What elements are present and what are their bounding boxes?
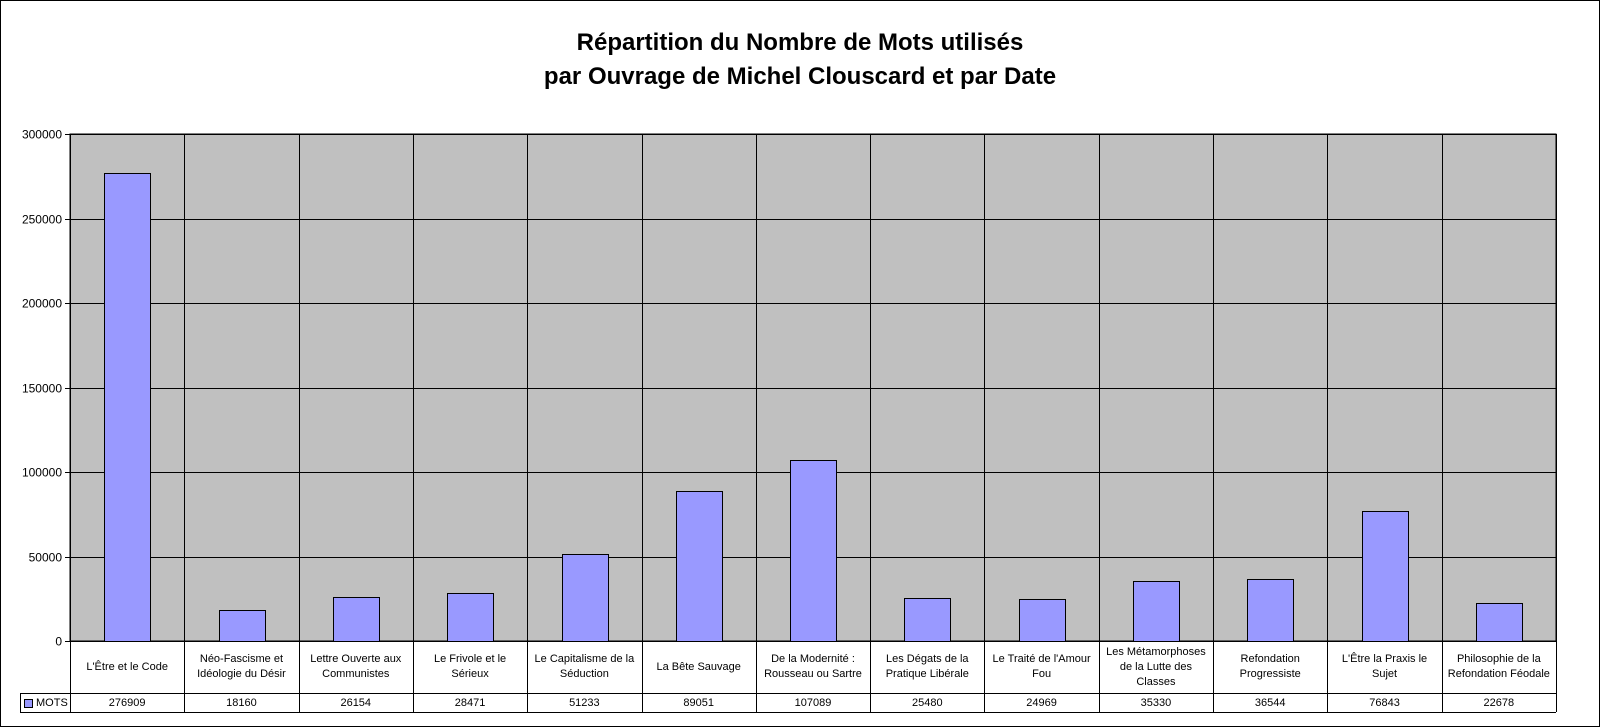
x-category-label: Les Dégats de la Pratique Libérale xyxy=(885,653,969,680)
data-table-value: 76843 xyxy=(1369,697,1400,709)
y-tick-label: 300000 xyxy=(22,128,62,142)
x-category-label: Les Métamorphoses de la Lutte des Classe… xyxy=(1106,645,1206,688)
x-category-label: La Bête Sauvage xyxy=(656,660,741,673)
x-category-label: L'Être la Praxis le Sujet xyxy=(1341,653,1428,680)
legend-color-key xyxy=(24,698,33,708)
x-category-label: Refondation Progressiste xyxy=(1239,653,1301,680)
data-table-value: 18160 xyxy=(226,697,257,709)
x-category-label: Lettre Ouverte aux Communistes xyxy=(310,653,402,680)
x-category-label: L'Être et le Code xyxy=(86,660,168,673)
bar xyxy=(1247,579,1294,642)
data-table-value: 36544 xyxy=(1254,697,1286,709)
x-category-label: Philosophie de la Refondation Féodale xyxy=(1447,653,1550,680)
bar xyxy=(1133,581,1180,642)
data-table-value: 35330 xyxy=(1140,697,1172,709)
x-category-label: Le Frivole et le Sérieux xyxy=(433,653,507,680)
bar xyxy=(1362,511,1409,642)
legend-entry: MOTS xyxy=(20,694,70,712)
bar xyxy=(104,173,151,642)
bar xyxy=(1019,599,1066,642)
chart-title: Répartition du Nombre de Mots utilisés p… xyxy=(0,26,1600,94)
y-tick-label: 150000 xyxy=(22,382,62,396)
y-tick-label: 0 xyxy=(55,635,62,649)
bar xyxy=(904,598,951,642)
data-table-value: 25480 xyxy=(911,697,943,709)
bar xyxy=(333,597,380,642)
x-category-label: De la Modernité : Rousseau ou Sartre xyxy=(764,653,862,680)
x-category-label: Le Capitalisme de la Séduction xyxy=(534,653,635,680)
legend-series-name: MOTS xyxy=(36,697,68,709)
data-table-value: 28471 xyxy=(454,697,486,709)
bar xyxy=(676,491,723,642)
bar xyxy=(790,460,837,642)
y-tick-label: 250000 xyxy=(22,213,62,227)
x-category-label: Néo-Fascisme et Idéologie du Désir xyxy=(197,653,286,680)
data-table-value: 51233 xyxy=(569,697,600,709)
data-table-value: 276909 xyxy=(108,697,146,709)
bar xyxy=(562,554,609,642)
data-table-value: 26154 xyxy=(340,697,372,709)
chart-title-line-1: Répartition du Nombre de Mots utilisés xyxy=(576,29,1024,56)
bar xyxy=(1476,603,1523,642)
data-table-value: 107089 xyxy=(794,697,832,709)
y-tick-label: 100000 xyxy=(22,466,62,480)
data-table-value: 89051 xyxy=(683,697,714,709)
y-tick-label: 200000 xyxy=(22,297,62,311)
bar xyxy=(219,610,266,642)
x-category-label: Le Traité de l'Amour Fou xyxy=(992,653,1091,680)
bar xyxy=(447,593,494,642)
y-tick-label: 50000 xyxy=(29,551,63,565)
chart-title-line-2: par Ouvrage de Michel Clouscard et par D… xyxy=(543,63,1057,90)
data-table-value: 24969 xyxy=(1026,697,1057,709)
data-table-value: 22678 xyxy=(1483,697,1515,709)
